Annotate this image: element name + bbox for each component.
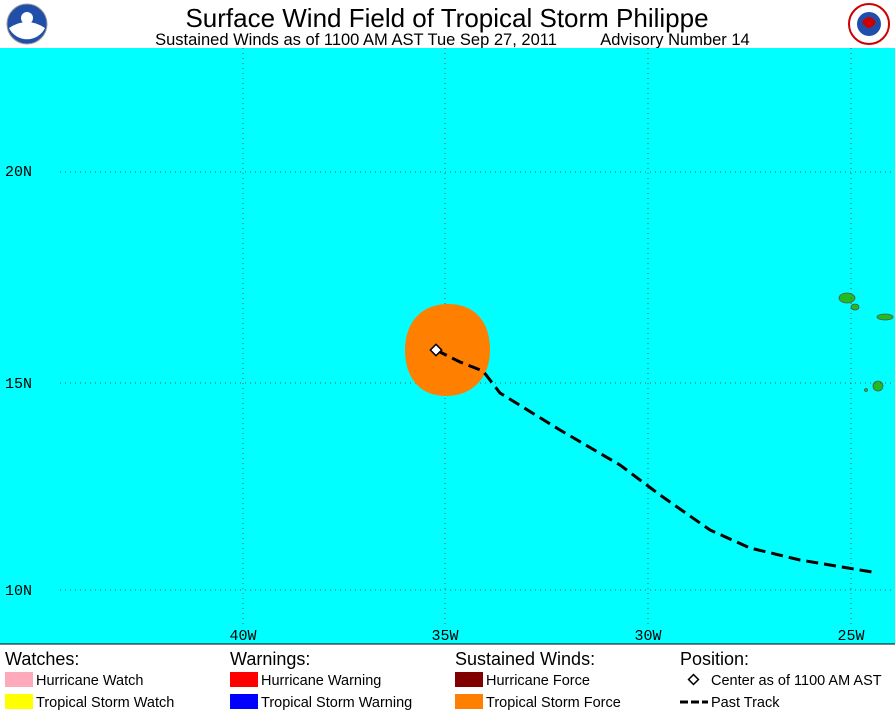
past-track <box>435 348 873 574</box>
legend-item: Hurricane Warning <box>261 673 381 689</box>
noaa-logo <box>6 3 48 45</box>
center-symbol <box>687 673 700 686</box>
legend-item: Past Track <box>711 695 780 711</box>
legend-heading: Watches: <box>5 649 79 669</box>
tropical-storm-force-wind-field <box>405 304 490 396</box>
legend-item: Tropical Storm Watch <box>36 695 174 711</box>
legend-item: Hurricane Force <box>486 673 590 689</box>
subtitle: Sustained Winds as of 1100 AM AST Tue Se… <box>155 31 557 49</box>
legend-item: Center as of 1100 AM AST <box>711 673 882 689</box>
lon-label: 30W <box>634 628 661 645</box>
legend-heading: Warnings: <box>230 649 310 669</box>
lat-label: 15N <box>5 376 32 393</box>
swatch <box>230 694 258 709</box>
lat-label: 10N <box>5 583 32 600</box>
lat-label: 20N <box>5 164 32 181</box>
legend-item: Hurricane Watch <box>36 673 143 689</box>
lon-label: 35W <box>431 628 458 645</box>
advisory: Advisory Number 14 <box>600 31 749 49</box>
legend-item: Tropical Storm Force <box>486 695 621 711</box>
grid <box>60 48 895 625</box>
swatch <box>230 672 258 687</box>
title: Surface Wind Field of Tropical Storm Phi… <box>185 3 708 33</box>
header-bg <box>0 0 895 48</box>
nws-logo <box>848 3 890 45</box>
swatch <box>5 672 33 687</box>
legend-item: Tropical Storm Warning <box>261 695 412 711</box>
swatch <box>455 672 483 687</box>
legend-heading: Sustained Winds: <box>455 649 595 669</box>
swatch <box>5 694 33 709</box>
lon-label: 25W <box>837 628 864 645</box>
legend-heading: Position: <box>680 649 749 669</box>
lon-label: 40W <box>229 628 256 645</box>
swatch <box>455 694 483 709</box>
storm-center <box>429 343 443 357</box>
